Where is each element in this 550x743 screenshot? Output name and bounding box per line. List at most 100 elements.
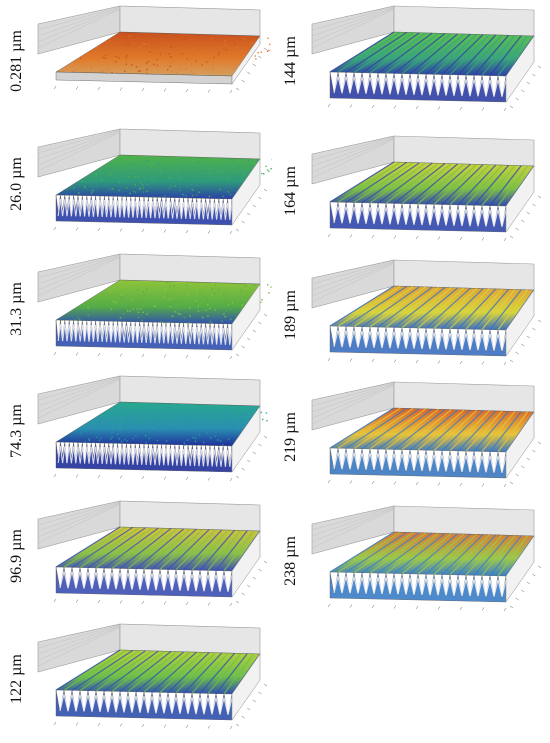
- roughness-speck: [248, 159, 250, 161]
- roughness-speck: [144, 434, 147, 437]
- roughness-speck: [183, 442, 185, 444]
- roughness-speck: [195, 194, 198, 196]
- roughness-speck: [231, 175, 234, 177]
- ridge-line: [393, 408, 446, 450]
- roughness-speck: [160, 171, 162, 173]
- roughness-speck: [242, 408, 244, 410]
- roughness-speck: [209, 303, 211, 306]
- roughness-speck: [225, 298, 227, 300]
- roughness-speck: [222, 444, 224, 446]
- roughness-speck: [182, 171, 184, 174]
- roughness-speck: [167, 410, 169, 412]
- axis-tick: [263, 188, 268, 192]
- ridge-line: [457, 34, 497, 76]
- axis-tick: [247, 212, 251, 216]
- roughness-speck: [194, 302, 197, 304]
- roughness-speck: [123, 195, 125, 198]
- axis-tick: [258, 196, 262, 200]
- roughness-speck: [180, 423, 183, 425]
- roughness-speck: [143, 43, 145, 45]
- ridge-line: [119, 527, 172, 569]
- roughness-speck: [97, 429, 100, 431]
- roughness-speck: [261, 172, 263, 175]
- roughness-speck: [179, 322, 181, 324]
- roughness-speck: [92, 189, 94, 192]
- roughness-speck: [263, 173, 265, 175]
- roughness-speck: [80, 57, 82, 59]
- roughness-speck: [191, 194, 194, 197]
- roughness-speck: [84, 441, 86, 444]
- roughness-speck: [113, 301, 115, 303]
- grid-line: [37, 129, 121, 154]
- roughness-speck: [145, 288, 148, 290]
- ridge-line: [135, 651, 185, 693]
- axis-tick: [53, 351, 57, 356]
- roughness-speck: [231, 302, 234, 304]
- roughness-speck: [152, 196, 154, 198]
- roughness-speck: [73, 187, 75, 189]
- roughness-speck: [254, 164, 256, 166]
- roughness-speck: [74, 69, 77, 71]
- roughness-speck: [81, 65, 83, 68]
- roughness-speck: [175, 168, 177, 170]
- axis-tick: [252, 329, 256, 333]
- roughness-speck: [90, 60, 93, 62]
- roughness-speck: [133, 190, 135, 193]
- roughness-speck: [268, 170, 270, 172]
- axis-tick: [393, 105, 397, 109]
- roughness-speck: [186, 59, 188, 61]
- ridge-line: [345, 407, 408, 449]
- axis-tick: [526, 211, 530, 215]
- roughness-speck: [124, 34, 126, 36]
- roughness-speck: [172, 424, 175, 426]
- roughness-speck: [114, 407, 116, 409]
- roughness-speck: [112, 428, 115, 431]
- grid-line: [311, 385, 395, 425]
- ridge-line: [393, 32, 446, 74]
- roughness-speck: [183, 316, 185, 319]
- roughness-speck: [164, 168, 166, 170]
- roughness-speck: [233, 158, 235, 160]
- ridge-line: [143, 651, 191, 693]
- roughness-speck: [122, 419, 124, 422]
- roughness-speck: [95, 50, 97, 52]
- roughness-speck: [156, 439, 159, 442]
- ridge-line: [417, 33, 465, 75]
- roughness-speck: [207, 165, 209, 167]
- axis-tick: [349, 234, 353, 238]
- axis-tick: [532, 327, 536, 331]
- roughness-speck: [227, 438, 230, 440]
- roughness-speck: [266, 420, 268, 422]
- roughness-speck: [162, 56, 164, 58]
- surface-svg: [37, 128, 272, 235]
- axis-tick: [503, 607, 507, 612]
- roughness-speck: [138, 70, 140, 73]
- roughness-speck: [167, 406, 169, 409]
- roughness-speck: [206, 298, 208, 300]
- roughness-speck: [106, 68, 109, 70]
- axis-tick: [235, 228, 240, 232]
- roughness-speck: [169, 65, 171, 68]
- ridge-line: [87, 527, 146, 569]
- axis-tick: [371, 604, 375, 609]
- grid-line: [37, 626, 121, 661]
- axis-tick: [327, 233, 331, 238]
- ridge-line: [409, 409, 459, 451]
- axis-tick: [481, 107, 485, 111]
- roughness-speck: [208, 157, 210, 159]
- axis-tick: [75, 599, 79, 603]
- roughness-speck: [197, 305, 199, 307]
- surface-front-profile: [55, 319, 233, 351]
- grid-line: [311, 139, 395, 179]
- roughness-speck: [231, 158, 233, 160]
- roughness-speck: [257, 52, 259, 54]
- roughness-speck: [138, 421, 140, 423]
- roughness-speck: [119, 57, 122, 59]
- roughness-speck: [186, 284, 188, 287]
- axis-tick: [207, 355, 211, 359]
- grid-line: [37, 378, 121, 413]
- roughness-speck: [91, 424, 93, 426]
- roughness-speck: [144, 294, 147, 296]
- roughness-speck: [103, 169, 105, 172]
- ridge-line: [377, 408, 433, 450]
